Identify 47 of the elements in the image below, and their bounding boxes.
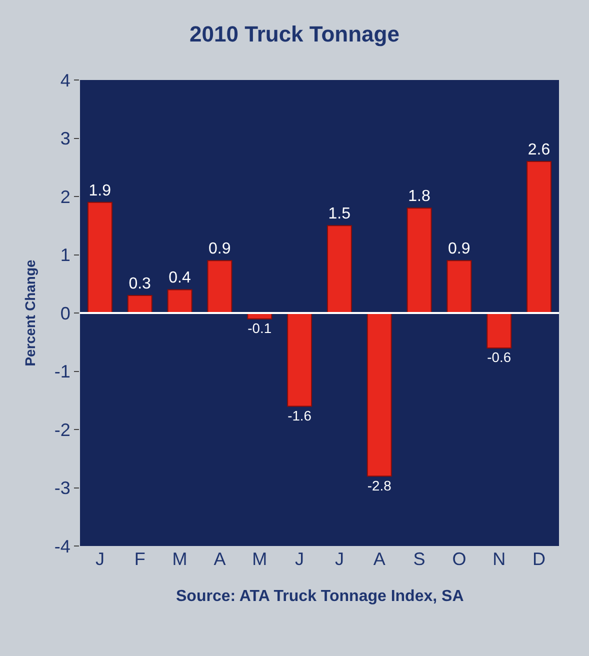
bar	[406, 208, 432, 314]
x-tick-label: S	[413, 549, 426, 569]
bar	[87, 202, 112, 314]
data-label: 2.6	[528, 142, 550, 159]
bar	[127, 295, 152, 314]
y-tick-label: -2	[54, 420, 70, 440]
y-tick-label: -1	[54, 362, 70, 382]
x-tick-label: O	[452, 549, 466, 569]
bar	[486, 312, 512, 348]
y-tick-label: 2	[60, 186, 70, 207]
x-tick-label: A	[373, 549, 386, 569]
x-tick-label: J	[95, 549, 104, 569]
y-tick-label: -4	[54, 536, 70, 556]
data-label: 0.4	[168, 270, 191, 287]
data-label: 0.9	[448, 240, 470, 258]
bar	[207, 260, 232, 314]
x-tick-label: M	[252, 549, 268, 569]
y-tick-label: 0	[60, 303, 70, 324]
data-label: -1.6	[288, 407, 312, 424]
x-tick-label: A	[214, 549, 226, 569]
data-label: 1.8	[408, 188, 430, 206]
x-tick-label: M	[172, 549, 188, 569]
data-label: 0.3	[128, 276, 152, 293]
bar	[287, 312, 312, 407]
y-tick-label: 3	[60, 128, 70, 149]
y-tick-label: -3	[54, 478, 70, 498]
data-label: 0.9	[208, 240, 231, 258]
bar	[526, 161, 552, 314]
y-tick-label: 1	[60, 245, 70, 266]
bar	[366, 312, 392, 477]
bar	[167, 289, 192, 314]
y-tick-label: 4	[60, 70, 70, 90]
data-label: 1.5	[328, 206, 351, 223]
chart-title: 2010 Truck Tonnage	[190, 22, 400, 47]
x-tick-label: J	[295, 549, 304, 569]
data-label: 1.9	[88, 182, 112, 200]
x-tick-label: J	[334, 549, 344, 569]
x-tick-label: F	[134, 549, 146, 569]
source-note: Source: ATA Truck Tonnage Index, SA	[176, 588, 464, 605]
bar	[446, 260, 472, 314]
x-tick-label: D	[532, 549, 546, 569]
bar	[326, 225, 352, 314]
x-tick-label: N	[492, 549, 506, 569]
data-label: -0.1	[248, 320, 272, 336]
y-axis-title: Percent Change	[22, 259, 38, 366]
data-label: -0.6	[487, 349, 512, 366]
data-label: -2.8	[367, 477, 392, 494]
